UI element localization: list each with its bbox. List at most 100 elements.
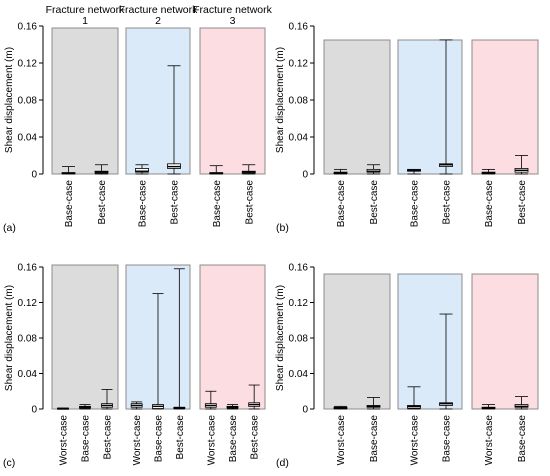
y-tick-label: 0	[302, 405, 308, 416]
y-tick-label: 0.12	[18, 298, 38, 309]
box-base-case: Base-case	[439, 313, 453, 463]
category-label: Base-case	[517, 415, 528, 463]
box-worst-case: Worst-case	[130, 401, 143, 466]
network-background-1	[323, 39, 391, 175]
y-tick-label: 0.04	[289, 133, 309, 144]
fracture-network-title-3: Fracture network 3	[193, 4, 273, 27]
category-label: Best-case	[369, 180, 380, 225]
category-label: Best-case	[244, 180, 255, 225]
fracture-network-title-1: Fracture network 1	[46, 4, 126, 27]
y-tick-label: 0.12	[289, 59, 309, 70]
title-line: 3	[230, 15, 236, 27]
y-tick-label: 0.16	[18, 22, 38, 33]
y-axis-title: Shear displacement (m)	[275, 47, 286, 153]
category-label: Best-case	[517, 180, 528, 225]
iqr-box	[135, 168, 149, 173]
y-tick-label: 0.04	[18, 133, 38, 144]
category-label: Best-case	[175, 415, 186, 460]
box-base-case: Base-case	[61, 166, 76, 228]
category-label: Base-case	[410, 180, 421, 228]
category-label: Worst-case	[132, 415, 143, 466]
box-best-case: Best-case	[514, 155, 529, 225]
box-worst-case: Worst-case	[57, 407, 70, 466]
network-background-3	[471, 273, 539, 410]
category-label: Best-case	[250, 415, 261, 460]
category-label: Best-case	[97, 180, 108, 225]
y-tick-label: 0.16	[289, 263, 309, 274]
box-best-case: Best-case	[241, 164, 256, 225]
panel-label: (d)	[276, 457, 289, 469]
network-background-1	[323, 273, 391, 410]
category-label: Worst-case	[336, 415, 347, 466]
fracture-network-title-2: Fracture network 2	[119, 4, 199, 27]
category-label: Base-case	[138, 180, 149, 228]
y-axis-title: Shear displacement (m)	[275, 285, 286, 391]
panel-label: (b)	[276, 222, 289, 234]
category-label: Base-case	[369, 415, 380, 463]
box-best-case: Best-case	[94, 164, 109, 225]
category-label: Worst-case	[410, 415, 421, 466]
y-tick-label: 0	[31, 170, 37, 181]
y-tick-label: 0.16	[289, 22, 309, 33]
y-tick-label: 0	[31, 405, 37, 416]
box-base-case: Base-case	[135, 164, 149, 228]
box-best-case: Best-case	[173, 268, 186, 460]
network-background-2	[397, 39, 463, 175]
y-tick-label: 0	[302, 170, 308, 181]
title-line: 1	[82, 15, 88, 27]
y-tick-label: 0.08	[18, 96, 38, 107]
category-label: Worst-case	[59, 415, 70, 466]
category-label: Base-case	[228, 415, 239, 463]
title-line: Fracture network	[119, 4, 199, 16]
network-background-2	[125, 27, 191, 175]
box-best-case: Best-case	[167, 65, 181, 225]
category-label: Base-case	[154, 415, 165, 463]
category-label: Best-case	[442, 180, 453, 225]
box-worst-case: Worst-case	[481, 404, 496, 465]
network-background-3	[471, 39, 539, 175]
box-base-case: Base-case	[333, 168, 348, 228]
y-tick-label: 0.04	[289, 369, 309, 380]
y-axis-title: Shear displacement (m)	[4, 47, 15, 153]
category-label: Base-case	[81, 415, 92, 463]
box-base-case: Base-case	[152, 293, 165, 463]
panel-a: 0 0.04 0.08 0.12 0.16 Shear displacement (m) (…	[3, 4, 273, 234]
panel-b: 0 0.04 0.08 0.12 0.16 Shear displacement (m) (…	[275, 22, 539, 234]
y-tick-label: 0.08	[18, 334, 38, 345]
box-base-case: Base-case	[226, 404, 239, 463]
box-base-case: Base-case	[407, 168, 421, 228]
box-base-case: Base-case	[79, 404, 92, 463]
box-base-case: Base-case	[514, 396, 529, 463]
network-background-1	[51, 27, 119, 175]
box-base-case: Base-case	[366, 397, 381, 463]
box-worst-case: Worst-case	[204, 390, 217, 465]
category-label: Base-case	[442, 415, 453, 463]
category-label: Base-case	[212, 180, 223, 228]
network-background-3	[199, 27, 266, 175]
y-tick-label: 0.12	[18, 59, 38, 70]
panel-label: (a)	[3, 222, 16, 234]
y-tick-label: 0.16	[18, 263, 38, 274]
title-line: Fracture network	[193, 4, 273, 16]
category-label: Best-case	[170, 180, 181, 225]
box-base-case: Base-case	[209, 165, 224, 228]
box-worst-case: Worst-case	[407, 386, 421, 466]
box-base-case: Base-case	[481, 168, 496, 227]
box-best-case: Best-case	[101, 389, 114, 460]
y-tick-label: 0.08	[289, 96, 309, 107]
box-best-case: Best-case	[248, 384, 261, 460]
category-label: Base-case	[64, 180, 75, 228]
category-label: Base-case	[336, 180, 347, 228]
y-tick-label: 0.12	[289, 298, 309, 309]
network-background-3	[199, 264, 266, 410]
category-label: Best-case	[103, 415, 114, 460]
y-tick-label: 0.08	[289, 334, 309, 345]
network-background-1	[51, 264, 119, 410]
network-background-2	[397, 273, 463, 410]
panel-label: (c)	[3, 457, 15, 469]
y-axis-title: Shear displacement (m)	[4, 285, 15, 391]
